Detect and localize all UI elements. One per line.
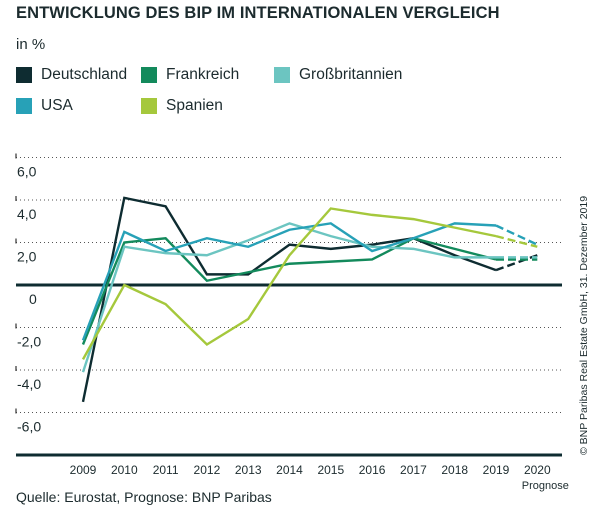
x-tick-label: 2016 bbox=[359, 463, 386, 477]
x-tick-label: 2018 bbox=[441, 463, 468, 477]
series-line-usa bbox=[81, 222, 497, 341]
y-tick-label: 2,0 bbox=[17, 249, 37, 265]
x-tick-label: 2009 bbox=[70, 463, 97, 477]
legend-item: Frankreich bbox=[141, 66, 239, 84]
forecast-label: Prognose bbox=[522, 480, 569, 492]
x-tick-label: 2019 bbox=[483, 463, 510, 477]
series-forecast-line-usa bbox=[495, 224, 538, 246]
x-tick-label: 2010 bbox=[111, 463, 138, 477]
legend-item: Deutschland bbox=[16, 66, 127, 84]
chart-title: ENTWICKLUNG DES BIP IM INTERNATIONALEN V… bbox=[16, 4, 500, 22]
legend-item: USA bbox=[16, 97, 73, 115]
legend-label: Großbritannien bbox=[299, 66, 403, 83]
legend-item: Großbritannien bbox=[274, 66, 402, 84]
x-tick-label: 2017 bbox=[400, 463, 427, 477]
copyright-note: © BNP Paribas Real Estate GmbH, 31. Deze… bbox=[578, 195, 590, 455]
series-line-spanien bbox=[81, 207, 497, 360]
x-tick-label: 2012 bbox=[194, 463, 221, 477]
y-tick-label: 6,0 bbox=[17, 164, 37, 180]
y-tick-label: -2,0 bbox=[17, 334, 41, 350]
series-forecast-line-deutschland bbox=[495, 254, 538, 272]
legend-label: USA bbox=[41, 97, 73, 114]
legend-label: Spanien bbox=[166, 97, 223, 114]
y-tick-label: 4,0 bbox=[17, 206, 37, 222]
x-tick-label: 2013 bbox=[235, 463, 262, 477]
legend-label: Deutschland bbox=[41, 66, 128, 83]
x-tick-label: 2020 bbox=[524, 463, 551, 477]
legend-label: Frankreich bbox=[166, 66, 240, 83]
legend-item: Spanien bbox=[141, 97, 223, 115]
legend-swatch bbox=[16, 98, 32, 114]
x-tick-label: 2011 bbox=[153, 463, 179, 477]
y-tick-label: -4,0 bbox=[17, 376, 41, 392]
legend-swatch bbox=[16, 67, 32, 83]
y-tick-label: -6,0 bbox=[17, 419, 41, 435]
legend-swatch bbox=[141, 67, 157, 83]
series-line-frankreich bbox=[81, 236, 497, 345]
series-forecast-line-spanien bbox=[495, 234, 538, 248]
series-line-großbritannien bbox=[81, 222, 496, 373]
y-tick-label: 0 bbox=[29, 291, 37, 307]
x-tick-label: 2015 bbox=[317, 463, 344, 477]
y-axis-unit: in % bbox=[16, 36, 46, 53]
x-tick-label: 2014 bbox=[276, 463, 303, 477]
series-line-deutschland bbox=[81, 196, 497, 403]
legend-swatch bbox=[141, 98, 157, 114]
legend-swatch bbox=[274, 67, 290, 83]
source-note: Quelle: Eurostat, Prognose: BNP Paribas bbox=[16, 489, 272, 505]
